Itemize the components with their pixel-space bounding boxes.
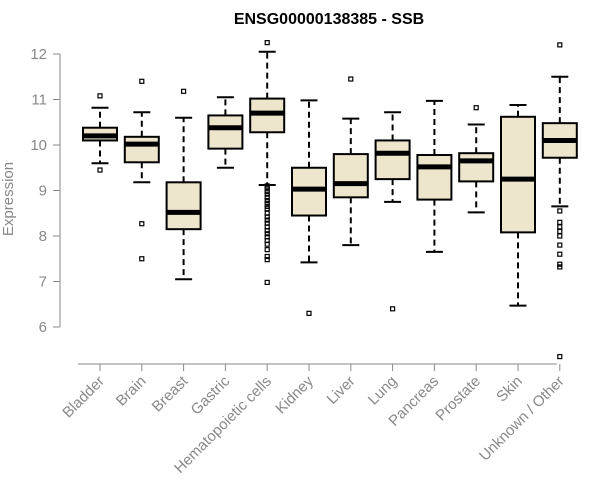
iqr-box xyxy=(458,152,495,183)
box-bladder xyxy=(82,93,118,173)
iqr-box xyxy=(500,115,536,234)
box-unknown-other xyxy=(541,42,578,360)
outlier-point xyxy=(557,208,563,214)
x-tick-label: Lung xyxy=(365,373,401,409)
iqr-box xyxy=(165,181,202,231)
box-liver xyxy=(332,76,369,247)
outlier-point xyxy=(264,200,270,206)
x-tick-label: Bladder xyxy=(59,373,108,422)
box-lung xyxy=(374,111,411,312)
box-breast xyxy=(165,88,202,281)
box-brain xyxy=(123,78,160,262)
x-tick-label: Skin xyxy=(493,373,526,406)
outlier-point xyxy=(264,247,270,253)
box-kidney xyxy=(291,99,327,316)
x-tick-label: Kidney xyxy=(272,372,317,417)
outlier-point xyxy=(557,242,563,248)
iqr-box xyxy=(207,114,244,150)
chart-title: ENSG00000138385 - SSB xyxy=(234,11,424,28)
outlier-point xyxy=(473,105,479,111)
outlier-point xyxy=(557,224,563,230)
outlier-point xyxy=(264,227,270,234)
x-tick-label: Breast xyxy=(149,372,192,415)
outlier-point xyxy=(264,279,270,286)
box-hematopoietic-cells xyxy=(249,40,286,286)
outlier-point xyxy=(264,253,270,260)
outlier-point xyxy=(557,219,563,225)
outlier-point xyxy=(348,76,354,82)
y-tick-label: 9 xyxy=(39,183,47,200)
outlier-point xyxy=(264,185,270,191)
x-tick-label: Liver xyxy=(324,373,359,408)
outlier-point xyxy=(264,194,270,200)
y-tick-label: 6 xyxy=(39,319,47,336)
outlier-point xyxy=(264,217,270,223)
y-axis-label: Expression xyxy=(0,162,17,236)
outlier-point xyxy=(306,310,312,316)
y-tick-label: 8 xyxy=(39,228,47,245)
outlier-point xyxy=(557,261,563,267)
outlier-point xyxy=(557,42,563,48)
outlier-point xyxy=(181,88,187,94)
iqr-box xyxy=(332,153,369,199)
outlier-point xyxy=(139,256,145,262)
outlier-point xyxy=(264,257,270,263)
outlier-point xyxy=(264,40,270,46)
iqr-box xyxy=(123,135,160,164)
iqr-box xyxy=(291,166,327,217)
x-tick-label: Prostate xyxy=(432,373,484,425)
outlier-point xyxy=(557,233,563,239)
iqr-box xyxy=(416,154,453,201)
outlier-point xyxy=(264,188,270,195)
box-pancreas xyxy=(416,99,453,253)
outlier-point xyxy=(264,241,270,247)
boxes xyxy=(82,40,578,360)
outlier-point xyxy=(97,93,103,99)
outlier-point xyxy=(139,78,145,84)
outlier-point xyxy=(264,191,270,197)
y-tick-label: 7 xyxy=(39,274,47,291)
iqr-box xyxy=(374,139,411,181)
outlier-point xyxy=(264,197,270,204)
y-ticks: 6 7 8 9 10 11 12 xyxy=(30,46,60,336)
outlier-point xyxy=(557,228,563,235)
outlier-point xyxy=(557,251,563,257)
outlier-point xyxy=(390,306,396,312)
y-tick-label: 12 xyxy=(30,46,47,63)
outlier-point xyxy=(264,231,270,237)
box-gastric xyxy=(207,96,244,169)
outlier-point xyxy=(264,214,270,220)
outlier-point xyxy=(557,264,563,270)
x-tick-label: Brain xyxy=(113,373,150,410)
box-skin xyxy=(500,103,536,307)
y-tick-label: 11 xyxy=(31,92,47,109)
outlier-point xyxy=(97,167,103,173)
outlier-point xyxy=(557,353,563,360)
outlier-point xyxy=(139,221,145,227)
y-tick-label: 10 xyxy=(30,137,47,154)
box-prostate xyxy=(458,105,495,214)
